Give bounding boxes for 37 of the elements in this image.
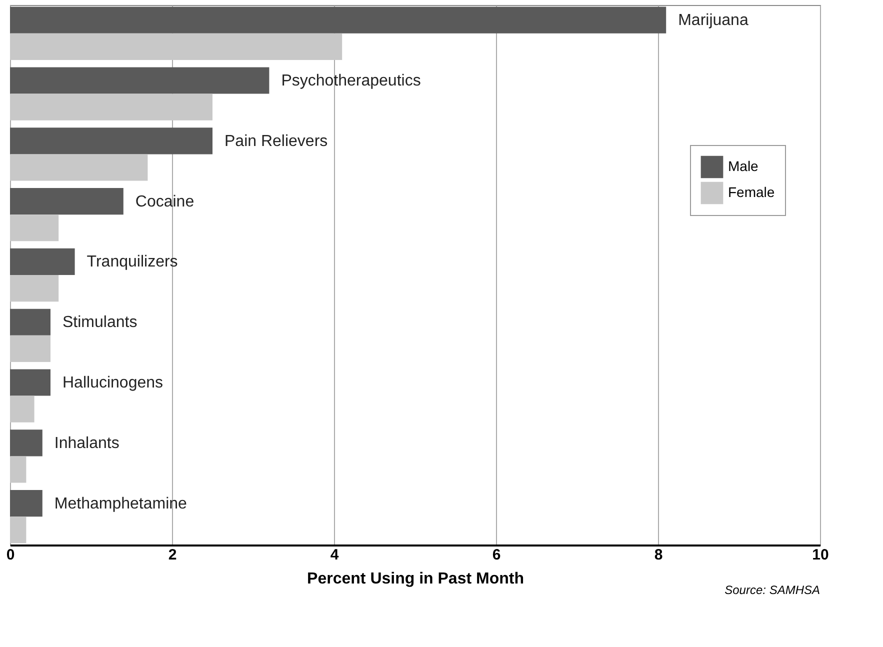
x-axis-title: Percent Using in Past Month	[307, 570, 524, 588]
legend-label: Male	[728, 158, 759, 174]
y-tick-label: Methamphetamine	[54, 495, 188, 512]
bar	[10, 154, 148, 181]
y-tick-label: Cocaine	[135, 193, 194, 210]
y-tick-label: Marijuana	[678, 12, 748, 30]
bar	[10, 128, 212, 154]
y-tick-label: Inhalants	[54, 434, 120, 452]
bar	[10, 67, 270, 94]
y-tick-label: Hallucinogens	[62, 374, 164, 392]
bar	[10, 214, 59, 242]
bar	[10, 248, 75, 275]
y-tick-label: Pain Relievers	[224, 132, 328, 150]
bar	[10, 94, 212, 120]
x-tick-label: 4	[330, 546, 340, 564]
bar	[10, 369, 50, 396]
source-note: Source: SAMHSA	[724, 583, 820, 597]
bar	[10, 275, 59, 302]
legend-label: Female	[728, 184, 775, 200]
x-tick-label: 6	[492, 546, 501, 564]
x-tick-label: 0	[6, 546, 15, 564]
x-tick-label: 2	[168, 546, 177, 564]
y-tick-label: Psychotherapeutics	[281, 72, 421, 90]
bar	[10, 430, 42, 456]
bar	[10, 308, 50, 336]
bar	[10, 490, 42, 517]
bar	[10, 33, 342, 60]
x-tick-label: 8	[654, 546, 663, 564]
x-tick-label: 10	[812, 546, 829, 564]
bar	[10, 6, 666, 34]
bar	[10, 396, 34, 422]
y-tick-label: Tranquilizers	[86, 254, 178, 271]
bar	[10, 516, 26, 544]
y-tick-label: Stimulants	[62, 314, 138, 332]
bar	[10, 335, 50, 362]
bar	[10, 188, 124, 215]
bar	[10, 456, 26, 483]
